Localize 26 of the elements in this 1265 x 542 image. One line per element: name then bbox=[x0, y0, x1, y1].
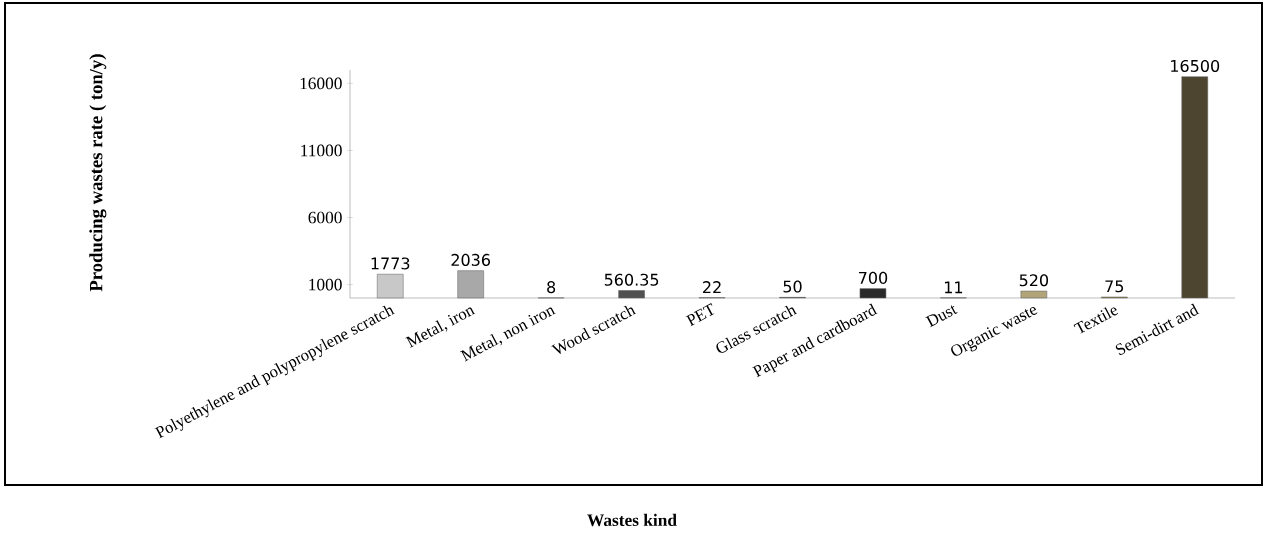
data-label: 520 bbox=[1019, 274, 1049, 287]
bar bbox=[618, 290, 645, 299]
data-label: 50 bbox=[783, 280, 802, 293]
bar bbox=[859, 288, 887, 299]
data-label: 75 bbox=[1105, 280, 1124, 293]
y-tick-label: 16000 bbox=[300, 77, 342, 90]
y-tick-label: 11000 bbox=[301, 144, 342, 157]
y-tick-label: 6000 bbox=[308, 211, 342, 224]
data-label: 8 bbox=[547, 281, 556, 294]
data-label: 22 bbox=[703, 281, 721, 293]
y-tick-label: 1000 bbox=[309, 278, 342, 291]
bar bbox=[457, 270, 484, 299]
data-label: 1773 bbox=[371, 257, 410, 270]
x-tick-label: Textile bbox=[1073, 307, 1119, 334]
data-label: 11 bbox=[944, 281, 963, 294]
bar bbox=[1181, 76, 1209, 299]
x-tick-label: PET bbox=[685, 303, 715, 327]
data-label: 700 bbox=[859, 271, 888, 284]
data-label: 560.35 bbox=[604, 273, 659, 286]
x-axis-title: Wastes kind bbox=[587, 513, 677, 527]
bar bbox=[376, 273, 404, 299]
data-label: 16500 bbox=[1171, 59, 1220, 72]
y-axis-title: Producing wastes rate ( ton/y) bbox=[89, 54, 107, 292]
data-label: 2036 bbox=[451, 253, 491, 266]
bar bbox=[1020, 290, 1048, 299]
x-tick-label: Dust bbox=[925, 305, 958, 328]
